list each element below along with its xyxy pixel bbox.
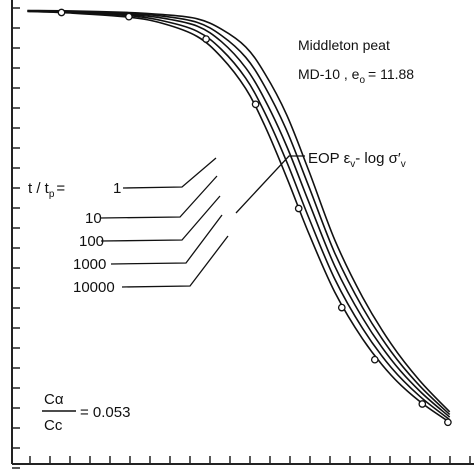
series-line-1000 xyxy=(27,9,451,416)
eop-markers xyxy=(57,8,452,427)
leader-lines xyxy=(99,155,305,288)
title-line-2: MD-10 , eo = 11.88 xyxy=(298,66,414,86)
t-label-100: 100 xyxy=(79,233,104,250)
ratio-denominator: Cc xyxy=(44,417,63,434)
leader-line xyxy=(235,155,305,214)
series-line-10 xyxy=(27,10,451,421)
t-over-tp-prefix: t / tp = xyxy=(28,180,65,200)
eop-point xyxy=(57,8,66,17)
series-line-100 xyxy=(27,10,451,418)
leader-line xyxy=(99,175,218,219)
eop-point xyxy=(418,400,427,408)
leader-line xyxy=(100,195,221,242)
eop-point xyxy=(444,418,452,427)
series-line-1 xyxy=(27,10,451,423)
eop-point xyxy=(370,355,379,364)
t-label-1000: 1000 xyxy=(73,256,106,273)
eop-label: EOP εv- log σ′v xyxy=(308,150,406,170)
ratio-value: = 0.053 xyxy=(80,404,130,421)
eop-point xyxy=(125,12,133,21)
series-line-10000 xyxy=(27,9,451,413)
eop-point xyxy=(337,303,346,312)
t-label-10: 10 xyxy=(85,210,102,227)
leader-line xyxy=(121,235,229,288)
title-line-1: Middleton peat xyxy=(298,37,390,53)
series-layer xyxy=(27,9,451,423)
eop-point xyxy=(251,100,260,109)
t-label-1: 1 xyxy=(113,180,121,197)
ratio-numerator: Cα xyxy=(44,391,64,408)
y-ticks xyxy=(12,7,20,469)
leader-line xyxy=(110,214,223,265)
eop-point xyxy=(202,35,210,43)
x-ticks xyxy=(29,456,471,464)
leader-line xyxy=(122,157,217,189)
eop-point xyxy=(294,204,303,213)
t-label-10000: 10000 xyxy=(73,279,115,296)
